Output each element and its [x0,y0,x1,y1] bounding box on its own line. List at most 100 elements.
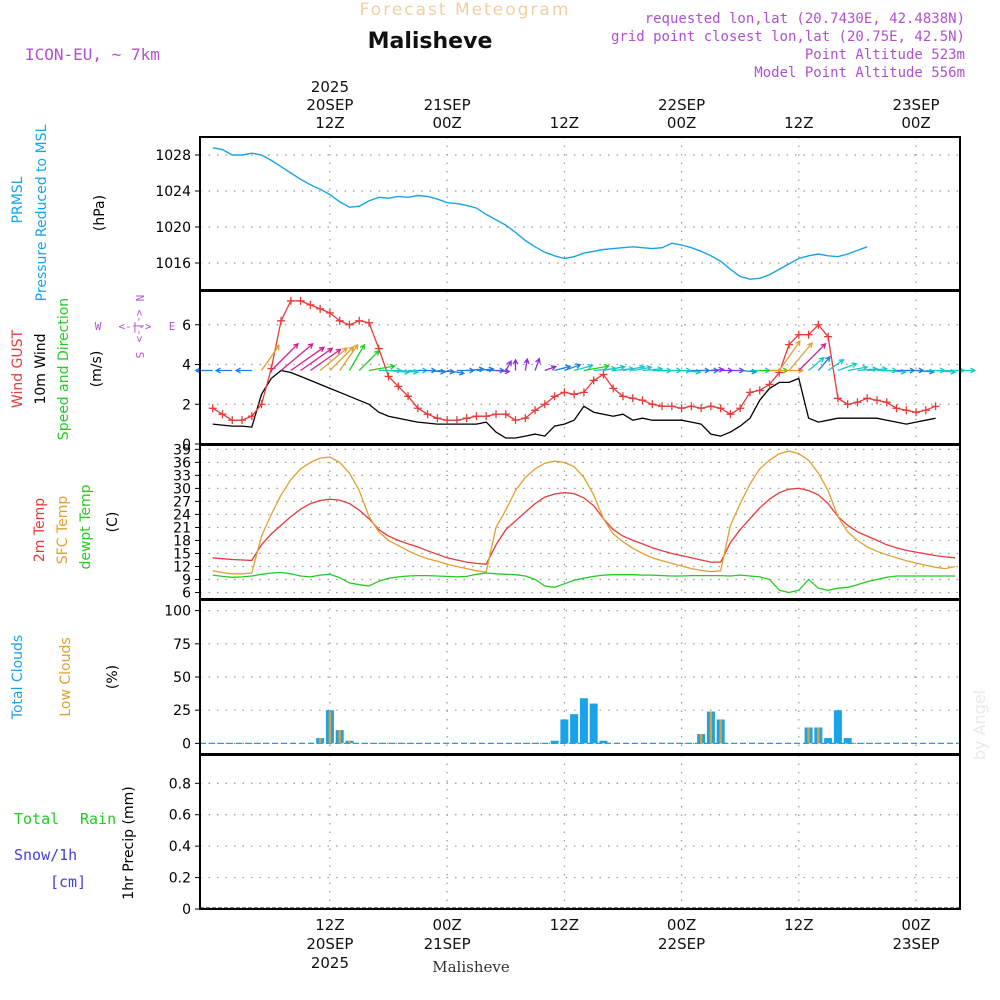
gust-point [238,416,247,425]
series-layer [196,148,977,909]
gust-point [501,410,510,419]
temp-label-2m: 2m Temp [32,498,48,562]
wind-direction-arrow [339,343,359,371]
top-time-label: 12Z [784,114,813,132]
gust-point [599,370,608,379]
wind-direction-arrow [788,341,813,371]
wind-direction-arrow [290,346,326,372]
clouds-ytick-label: 0 [182,736,191,752]
gust-point [452,416,461,425]
temp-ytick-label: 36 [173,455,191,471]
gust-point [755,386,764,395]
pressure-panel-frame [199,136,961,291]
temp-ytick-label: 6 [182,585,191,601]
wind-direction-arrow [847,364,869,372]
gust-point [364,318,373,327]
precip-label-total: Total [14,810,59,828]
temp-dewpt-line [212,571,956,594]
low-cloud-bar [817,727,820,744]
gust-point [413,404,422,413]
gust-point [570,390,579,399]
temp-unit: (C) [105,512,121,533]
wind-ytick-label: 0 [182,437,191,453]
wind-direction-arrow [544,365,557,372]
cloud-unit: (%) [105,665,121,689]
top-time-label: 22SEP [658,96,705,114]
axis-layer: 1016102010241028024669121518212427303336… [155,78,961,972]
gust-point [540,400,549,409]
precip-ytick-label: 0.4 [169,839,191,855]
top-time-label: 21SEP [424,96,471,114]
wind-direction-arrow [348,343,365,371]
top-time-label: 23SEP [892,96,939,114]
point-altitude: Point Altitude 523m [805,47,965,63]
pressure-side-labels: PRMSL Pressure Reduced to MSL (hPa) [10,124,108,301]
pressure-label-prmsl: PRMSL [10,176,26,223]
wind-label-dir: Speed and Direction [56,298,72,440]
gust-point [814,320,823,329]
compass-rose: N S W E <-|-> <-|-> [95,295,176,359]
grid-point-coords: grid point closest lon,lat (20.75E, 42.5… [611,29,965,45]
precip-ytick-label: 0.6 [169,808,191,824]
precip-ytick-label: 0 [182,902,191,918]
total-cloud-bar [570,714,579,744]
gust-point [443,416,452,425]
gust-point [482,412,491,421]
wind-ytick-label: 6 [182,318,191,334]
low-cloud-bar [719,719,722,744]
wind-label-10m: 10m Wind [33,333,49,404]
precip-label-cm: [cm] [50,873,86,891]
compass-e: E [169,320,176,333]
gust-point [736,404,745,413]
low-cloud-bar [709,711,713,744]
pressure-label-msl: Pressure Reduced to MSL [34,124,50,301]
clouds-ytick-label: 50 [173,670,191,686]
temp-ytick-label: 15 [173,546,191,562]
wind-direction-arrow [280,343,314,371]
compass-n: N [133,295,146,302]
cloud-label-low: Low Clouds [58,637,74,716]
gust-point [394,382,403,391]
gust-point [472,412,481,421]
gust-point [335,316,344,325]
precip-unit: 1hr Precip (mm) [121,786,137,899]
gust-point [863,394,872,403]
super-title: Forecast Meteogram [360,0,571,20]
gust-point [208,404,217,413]
gust-point [677,404,686,413]
low-cloud-bar [348,740,351,744]
gust-point [745,388,754,397]
gust-point [277,316,286,325]
gust-point [902,406,911,415]
bottom-time-label: 22SEP [658,935,705,953]
gust-point [882,398,891,407]
wind-direction-arrow [505,360,512,371]
temp-ytick-label: 39 [173,442,191,458]
gust-point [892,404,901,413]
precip-panel-frame [199,754,961,910]
wind-direction-arrow [523,357,530,371]
wind-direction-arrow [632,364,653,372]
temp-2m-line [212,487,956,565]
gust-point [218,410,227,419]
gust-point [345,320,354,329]
model-altitude: Model Point Altitude 556m [754,65,965,81]
wind-direction-arrow [955,367,977,374]
gust-point [306,300,315,309]
wind-direction-arrow [358,349,380,371]
wind-direction-arrow [573,363,594,372]
bottom-time-label: 20SEP [306,935,353,953]
compass-w: W [95,320,102,333]
gust-point [726,410,735,419]
precip-ytick-label: 0.8 [169,776,191,792]
gust-point [687,402,696,411]
gust-point [325,308,334,317]
temp-ytick-label: 9 [182,572,191,588]
wind-speed-line [212,369,936,439]
wind-direction-arrow [710,366,725,373]
model-label: ICON-EU, ~ 7km [25,45,160,64]
top-time-label: 00Z [432,114,461,132]
bottom-time-label: 23SEP [892,935,939,953]
total-cloud-bar [579,698,588,744]
